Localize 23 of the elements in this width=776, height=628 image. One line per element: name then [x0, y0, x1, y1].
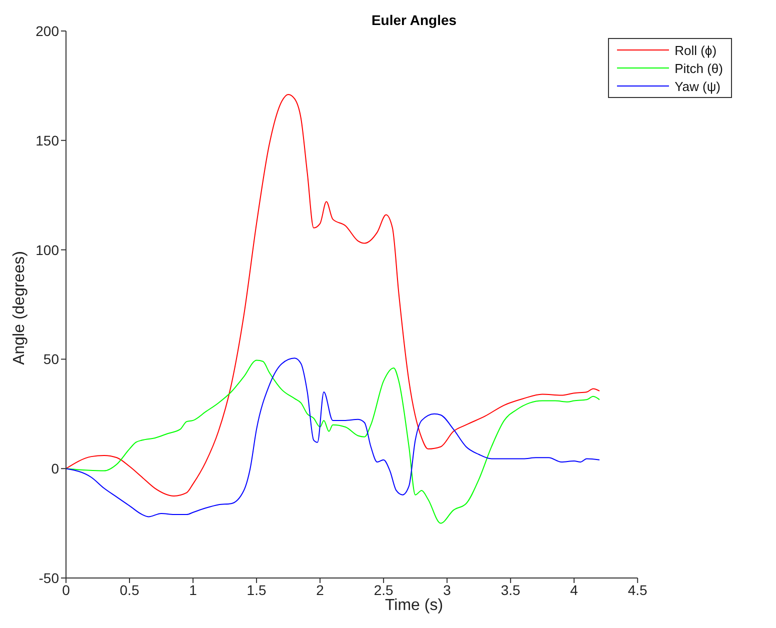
x-tick-label: 2	[316, 582, 324, 598]
y-tick-label: 0	[51, 460, 60, 477]
y-tick-label: 50	[43, 351, 60, 368]
y-axis-title: Angle (degrees)	[11, 251, 28, 365]
y-tick-label: 100	[36, 242, 60, 258]
legend-label: Roll (ϕ)	[674, 42, 717, 58]
chart-title: Euler Angles	[371, 12, 457, 28]
x-tick-label: 1	[189, 582, 198, 598]
y-tick-label: 150	[36, 132, 60, 148]
x-tick-label: 0	[62, 582, 70, 598]
x-tick-label: 3.5	[500, 582, 521, 598]
x-tick-label: 2.5	[374, 582, 394, 598]
legend-label: Pitch (θ)	[674, 60, 723, 76]
line-series	[66, 94, 600, 496]
x-axis-title: Time (s)	[384, 597, 444, 614]
y-tick-label: 200	[36, 22, 60, 39]
x-tick-label: 1.5	[246, 582, 266, 598]
x-tick-label: 3	[443, 582, 452, 598]
y-tick-label: -50	[38, 570, 60, 586]
legend-label: Yaw (ψ)	[674, 78, 720, 94]
x-tick-label: 0.5	[120, 582, 140, 598]
x-tick-label: 4.5	[628, 582, 648, 598]
x-tick-label: 4	[570, 582, 578, 598]
